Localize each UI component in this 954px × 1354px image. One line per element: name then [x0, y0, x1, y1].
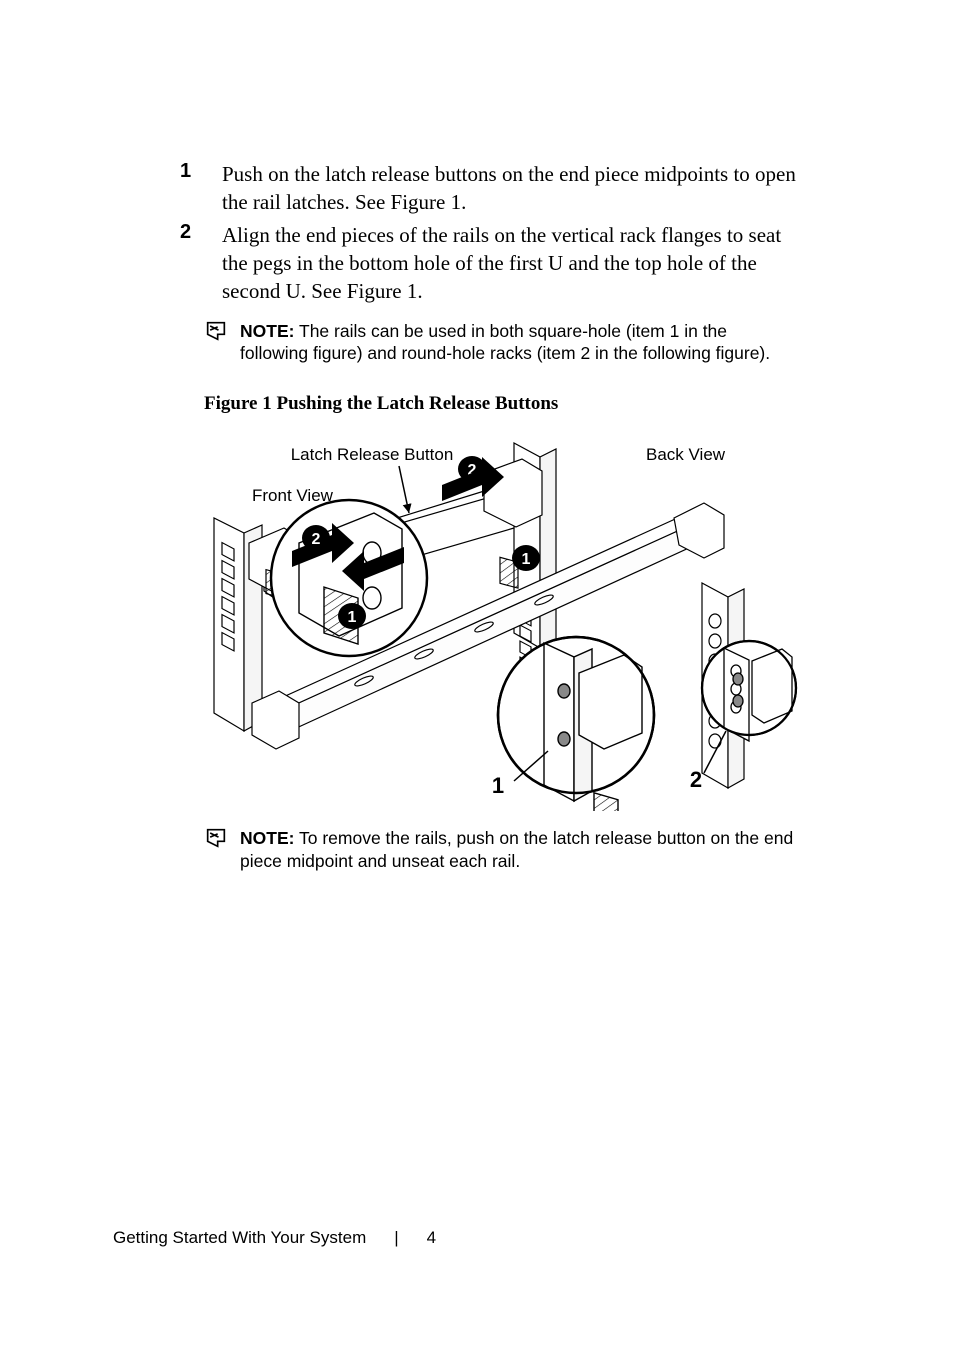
footer-page-number: 4: [427, 1228, 436, 1248]
page-footer: Getting Started With Your System | 4: [113, 1228, 436, 1248]
step-text: Align the end pieces of the rails on the…: [222, 221, 799, 306]
note-body: The rails can be used in both square-hol…: [240, 321, 770, 364]
note-text: NOTE: The rails can be used in both squa…: [240, 320, 799, 366]
step-item: 1 Push on the latch release buttons on t…: [180, 160, 799, 217]
callout-1: 1: [492, 773, 504, 798]
figure-svg: Latch Release Button Back View Front Vie…: [204, 433, 798, 811]
step-number: 2: [180, 221, 222, 306]
figure-caption: Figure 1 Pushing the Latch Release Butto…: [180, 393, 799, 415]
step-number: 1: [180, 160, 222, 217]
figure: Latch Release Button Back View Front Vie…: [180, 433, 799, 811]
label-back-view: Back View: [646, 445, 726, 464]
svg-text:2: 2: [312, 531, 321, 548]
label-front-view: Front View: [252, 486, 334, 505]
note-text: NOTE: To remove the rails, push on the l…: [240, 827, 799, 873]
footer-title: Getting Started With Your System: [113, 1228, 366, 1248]
svg-text:1: 1: [348, 609, 357, 626]
step-item: 2 Align the end pieces of the rails on t…: [180, 221, 799, 306]
note-body: To remove the rails, push on the latch r…: [240, 828, 793, 871]
note-block: NOTE: The rails can be used in both squa…: [180, 320, 799, 366]
step-text: Push on the latch release buttons on the…: [222, 160, 799, 217]
note-block: NOTE: To remove the rails, push on the l…: [180, 827, 799, 873]
svg-text:1: 1: [522, 551, 531, 568]
label-latch-release: Latch Release Button: [291, 445, 454, 464]
note-label: NOTE:: [240, 321, 294, 341]
footer-separator: |: [394, 1228, 398, 1248]
callout-2: 2: [690, 767, 702, 792]
note-icon: [204, 827, 230, 873]
note-icon: [204, 320, 230, 366]
note-label: NOTE:: [240, 828, 294, 848]
